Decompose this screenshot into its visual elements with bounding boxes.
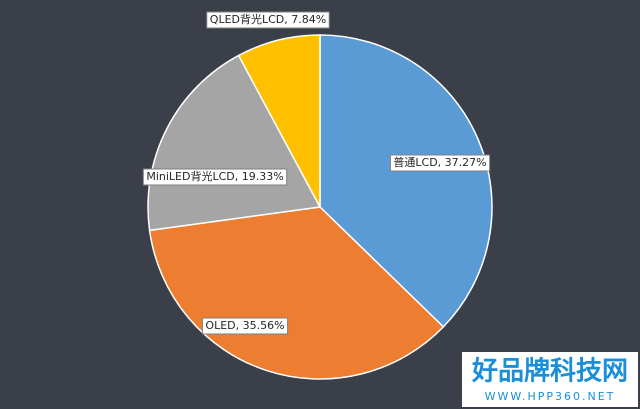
pie-slice <box>319 34 493 328</box>
data-label: OLED, 35.56% <box>201 317 289 335</box>
data-label-text: 普通LCD, 37.27% <box>393 155 486 169</box>
pie-slice <box>237 34 321 208</box>
data-label: QLED背光LCD, 7.84% <box>206 11 330 29</box>
watermark-title: 好品牌科技网 <box>471 356 628 387</box>
data-label-box <box>206 11 330 29</box>
data-label-box <box>389 154 491 172</box>
data-label-text: QLED背光LCD, 7.84% <box>210 12 326 26</box>
watermark-bg <box>462 352 638 407</box>
data-label-box <box>142 168 288 186</box>
data-label: 普通LCD, 37.27% <box>389 154 491 172</box>
data-label-text: MiniLED背光LCD, 19.33% <box>146 169 283 183</box>
labels: 普通LCD, 37.27% OLED, 35.56% MiniLED背光LCD, 1… <box>142 11 491 335</box>
watermark-url: WWW.HPP360.NET <box>485 390 616 403</box>
data-label-text: OLED, 35.56% <box>205 319 284 332</box>
pie <box>147 34 493 380</box>
data-label: MiniLED背光LCD, 19.33% <box>142 168 288 186</box>
pie-slice <box>148 206 445 380</box>
pie-slice <box>147 54 322 232</box>
data-label-box <box>201 317 289 335</box>
